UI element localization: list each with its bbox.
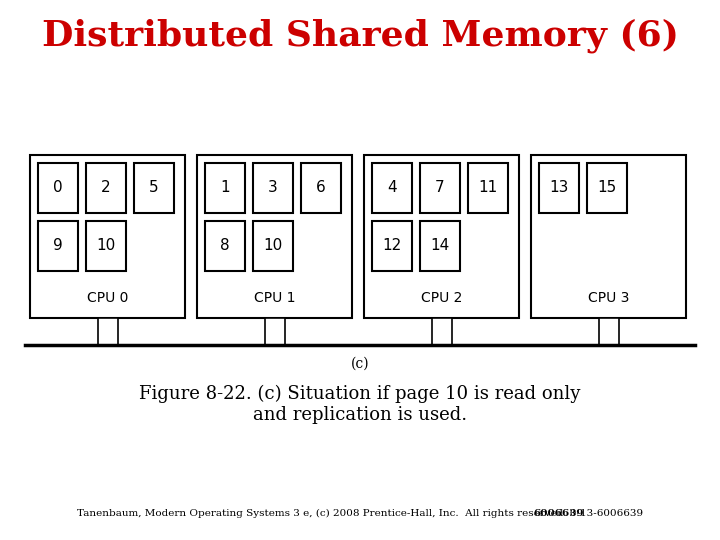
Text: CPU 1: CPU 1 [253,291,295,305]
Text: Distributed Shared Memory (6): Distributed Shared Memory (6) [42,18,678,52]
Bar [301,163,341,213]
Bar [598,318,618,345]
Text: CPU 0: CPU 0 [87,291,128,305]
Bar [30,155,185,318]
Text: Tanenbaum, Modern Operating Systems 3 e, (c) 2008 Prentice-Hall, Inc.  All right: Tanenbaum, Modern Operating Systems 3 e,… [77,509,643,518]
Bar [420,221,460,271]
Text: 6: 6 [316,180,326,195]
Text: 12: 12 [382,239,402,253]
Text: 9: 9 [53,239,63,253]
Text: 15: 15 [598,180,616,195]
Bar [86,221,126,271]
Text: 5: 5 [149,180,159,195]
Text: 6006639: 6006639 [534,509,584,518]
Bar [38,221,78,271]
Text: (c): (c) [351,357,369,371]
Bar [431,318,451,345]
Bar [197,155,352,318]
Text: 0: 0 [53,180,63,195]
Bar [372,221,412,271]
Text: 4: 4 [387,180,397,195]
Bar [539,163,579,213]
Text: 3: 3 [268,180,278,195]
Text: Figure 8-22. (c) Situation if page 10 is read only
and replication is used.: Figure 8-22. (c) Situation if page 10 is… [139,385,581,424]
Text: 11: 11 [478,180,498,195]
Text: 14: 14 [431,239,449,253]
Bar [468,163,508,213]
Bar [264,318,284,345]
Text: 13: 13 [549,180,569,195]
Text: 10: 10 [96,239,116,253]
Text: 7: 7 [435,180,445,195]
Bar [372,163,412,213]
Bar [420,163,460,213]
Text: CPU 3: CPU 3 [588,291,629,305]
Bar [587,163,627,213]
Bar [97,318,117,345]
Text: 6006639: 6006639 [534,509,584,518]
Text: 1: 1 [220,180,230,195]
Text: 10: 10 [264,239,283,253]
Bar [253,163,293,213]
Bar [205,221,245,271]
Bar [531,155,686,318]
Bar [205,163,245,213]
Text: CPU 2: CPU 2 [420,291,462,305]
Text: 8: 8 [220,239,230,253]
Bar [253,221,293,271]
Bar [86,163,126,213]
Bar [134,163,174,213]
Text: 2: 2 [102,180,111,195]
Bar [364,155,519,318]
Bar [38,163,78,213]
